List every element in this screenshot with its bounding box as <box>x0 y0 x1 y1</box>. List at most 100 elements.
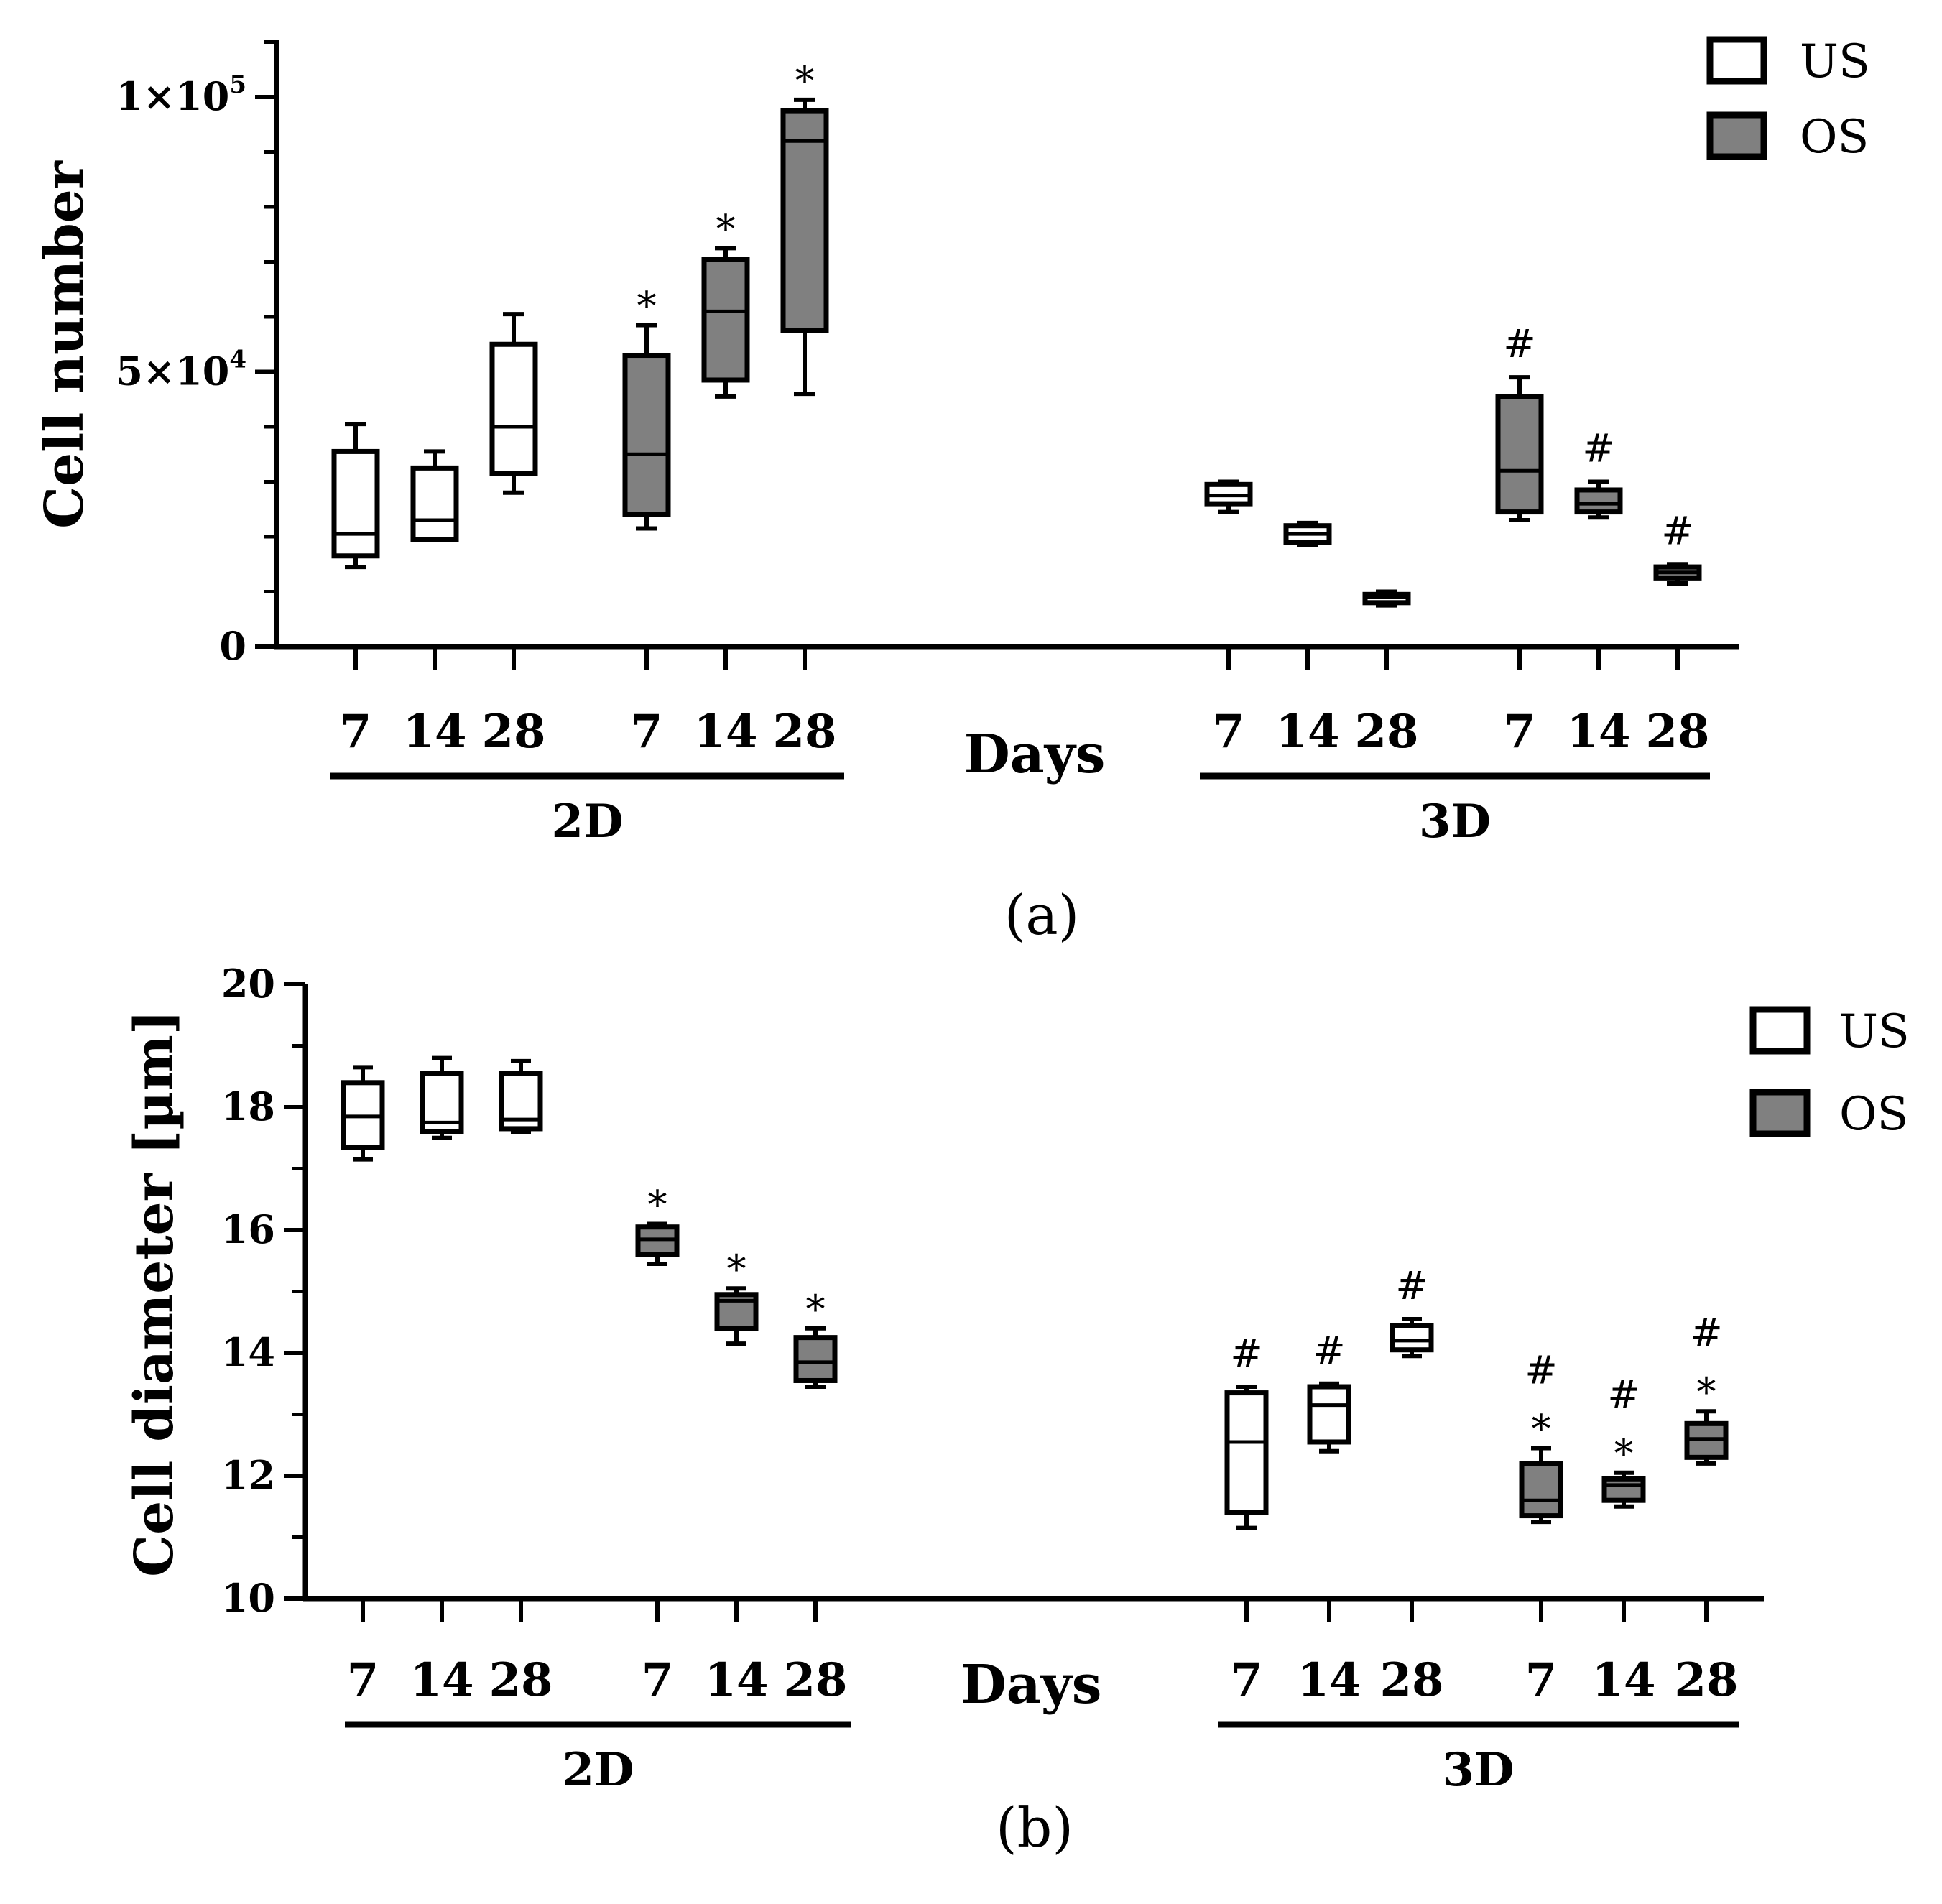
box-2D-OS-day14: * 14 <box>693 206 757 759</box>
asterisk-mark: * <box>637 283 657 328</box>
x-tick-label: 14 <box>704 1653 768 1707</box>
panel-label: (a) <box>1004 883 1080 947</box>
x-tick-label: 28 <box>1354 705 1418 759</box>
box-3D-US-day7: #7 <box>1224 1331 1269 1707</box>
hash-mark: # <box>1503 321 1535 366</box>
hash-mark: # <box>1661 508 1693 553</box>
box-3D-OS-day14: * #14 <box>1591 1372 1655 1707</box>
x-tick-label: 7 <box>1504 705 1536 759</box>
x-tick-label: 28 <box>1674 1653 1738 1707</box>
asterisk-mark: * <box>648 1182 667 1227</box>
y-tick-label: 1×105 <box>116 70 246 119</box>
box-3D-US-day14: #14 <box>1297 1328 1361 1707</box>
x-tick-label: 7 <box>1231 1653 1263 1707</box>
iqr-box <box>780 108 829 333</box>
iqr-box <box>1574 487 1623 515</box>
hash-mark: # <box>1690 1311 1722 1356</box>
box-3D-US-day14: 14 <box>1275 520 1340 759</box>
box-2D-US-day28: 28 <box>481 312 546 759</box>
x-tick-label: 14 <box>693 705 757 759</box>
y-tick-label: 20 <box>221 961 275 1007</box>
legend-label-US: US <box>1800 35 1870 88</box>
y-tick-label: 10 <box>221 1575 275 1621</box>
box-3D-US-day7: 7 <box>1204 479 1253 759</box>
y-tick-label: 5×104 <box>116 346 246 394</box>
x-tick-label: 14 <box>410 1653 473 1707</box>
x-tick-label: 14 <box>1591 1653 1655 1707</box>
legend-label-US: US <box>1839 1005 1910 1058</box>
y-axis-title: Cell number <box>34 160 96 529</box>
asterisk-mark: * <box>1532 1407 1551 1452</box>
x-tick-label: 7 <box>642 1653 674 1707</box>
iqr-box <box>331 448 380 559</box>
box-3D-OS-day7: * #7 <box>1519 1348 1563 1707</box>
x-tick-label: 7 <box>1525 1653 1558 1707</box>
panel-label: (b) <box>996 1796 1073 1859</box>
x-tick-label: 28 <box>772 705 836 759</box>
x-tick-label: 14 <box>402 705 466 759</box>
box-2D-US-day14: 14 <box>410 1055 474 1707</box>
asterisk-mark: * <box>795 58 815 103</box>
x-tick-label: 7 <box>340 705 372 759</box>
iqr-box <box>622 353 671 517</box>
box-2D-OS-day7: *7 <box>622 283 671 759</box>
iqr-box <box>793 1335 838 1383</box>
box-2D-US-day7: 7 <box>331 422 380 759</box>
box-2D-OS-day7: *7 <box>635 1182 680 1707</box>
iqr-box <box>1519 1461 1563 1519</box>
iqr-box <box>489 341 538 476</box>
box-2D-OS-day28: * 28 <box>783 1287 847 1707</box>
legend-label-OS: OS <box>1839 1088 1908 1141</box>
box-3D-OS-day7: #7 <box>1495 321 1544 759</box>
box-2D-US-day7: 7 <box>341 1065 385 1707</box>
iqr-box <box>410 465 459 542</box>
x-tick-label: 28 <box>1645 705 1709 759</box>
box-3D-US-day28: 28 <box>1354 589 1419 759</box>
iqr-box <box>1390 1323 1434 1353</box>
x-tick-label: 14 <box>1297 1653 1361 1707</box>
group-label-3D: 3D <box>1419 795 1491 849</box>
y-tick-label: 12 <box>221 1452 275 1498</box>
y-tick-label: 18 <box>221 1083 275 1129</box>
asterisk-mark: * <box>727 1247 746 1292</box>
legend-swatch-OS <box>1706 111 1767 160</box>
x-tick-label: 14 <box>1566 705 1630 759</box>
iqr-box <box>1495 394 1544 515</box>
asterisk-mark: * <box>716 206 736 251</box>
x-axis-title: Days <box>961 1654 1102 1716</box>
box-3D-OS-day28: #28 <box>1645 508 1709 759</box>
hash-mark: # <box>1395 1263 1428 1308</box>
y-tick-label: 14 <box>221 1329 275 1375</box>
x-tick-label: 28 <box>489 1653 552 1707</box>
box-3D-OS-day28: * #28 <box>1674 1311 1738 1707</box>
x-tick-label: 7 <box>1213 705 1245 759</box>
x-axis-title: Days <box>964 724 1106 785</box>
y-axis-title: Cell diameter [µm] <box>124 1009 185 1577</box>
hash-mark: # <box>1607 1372 1640 1418</box>
iqr-box <box>1601 1476 1646 1503</box>
y-tick-label: 16 <box>221 1206 275 1252</box>
box-2D-US-day14: 14 <box>402 449 467 759</box>
legend-swatch-US <box>1706 36 1767 85</box>
iqr-box <box>1307 1384 1351 1445</box>
legend-label-OS: OS <box>1800 111 1869 164</box>
y-tick-label: 0 <box>219 623 246 669</box>
box-2D-US-day28: 28 <box>489 1058 553 1707</box>
x-tick-label: 7 <box>631 705 663 759</box>
group-label-2D: 2D <box>551 795 623 849</box>
asterisk-mark: * <box>1697 1369 1716 1415</box>
asterisk-mark: * <box>1614 1431 1634 1476</box>
legend-swatch-OS <box>1749 1089 1811 1137</box>
box-3D-OS-day14: #14 <box>1566 426 1630 759</box>
group-label-2D: 2D <box>562 1743 634 1797</box>
hash-mark: # <box>1230 1331 1262 1376</box>
box-2D-OS-day28: * 28 <box>772 58 836 759</box>
x-tick-label: 7 <box>347 1653 379 1707</box>
x-tick-label: 14 <box>1275 705 1339 759</box>
box-3D-US-day28: #28 <box>1379 1263 1443 1707</box>
x-tick-label: 28 <box>1379 1653 1443 1707</box>
group-label-3D: 3D <box>1442 1743 1514 1797</box>
